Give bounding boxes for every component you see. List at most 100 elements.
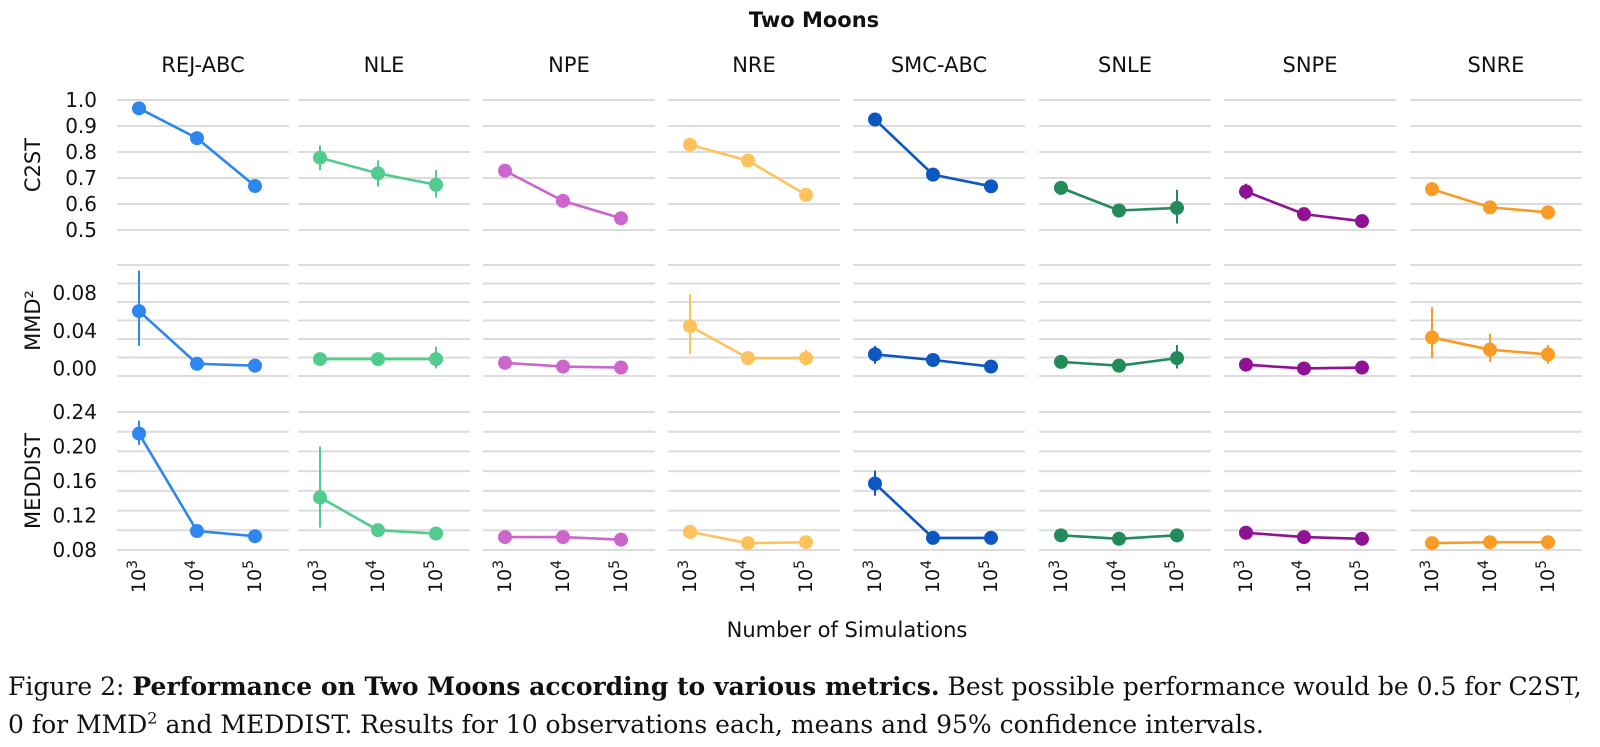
x-tick-label: 103 [861,560,886,593]
data-point [498,163,512,178]
data-point [741,536,755,551]
panel-mmd-snre [1410,264,1582,377]
data-point [799,351,813,366]
data-point [1239,184,1253,199]
panel-c2st-snle [1039,99,1211,231]
panel-mmd-snle [1039,264,1211,377]
column-title-snle: SNLE [1098,53,1152,77]
column-title-snpe: SNPE [1283,53,1338,77]
caption-text-1: Best possible performance would be 0.5 f… [8,672,1582,739]
y-tick-label: 0.08 [52,281,97,305]
panel-mmd-smc-abc [853,264,1025,377]
y-tick-label: 1.0 [65,88,97,112]
y-tick-labels: 0.50.60.70.80.91.0 0.00 0.04 0.08 0.08 0.12 0.… [52,88,97,562]
data-point [1541,205,1555,220]
x-tick-label: 104 [1290,560,1315,593]
y-tick-label: 0.9 [65,114,97,138]
data-point [1297,207,1311,222]
data-point [1170,351,1184,366]
x-tick-label: 103 [306,560,331,593]
data-point [984,530,998,545]
data-point [1425,536,1439,551]
data-point [313,352,327,367]
x-tick-label: 105 [607,560,632,593]
panel-meddist-npe [483,411,655,551]
panel-c2st-snre [1410,99,1582,231]
data-point [741,351,755,366]
data-point [799,535,813,550]
y-tick-label: 0.24 [52,400,97,424]
data-point [868,476,882,491]
data-point [1054,354,1068,369]
panel-c2st-smc-abc [853,99,1025,231]
x-tick-labels: 103 104 105 103 104 105 103 104 105 103 104 105 103 1… [125,560,1559,593]
panel-meddist-nre [668,411,840,551]
figure-caption: Figure 2: Performance on Two Moons accor… [8,668,1598,744]
data-point [926,353,940,368]
data-point [1541,535,1555,550]
data-point [1054,180,1068,195]
panel-meddist-snpe [1224,411,1396,551]
data-point [683,524,697,539]
x-tick-label: 104 [1476,560,1501,593]
x-tick-label: 105 [422,560,447,593]
panel-mmd-snpe [1224,264,1396,377]
panel-mmd-nre [668,264,840,377]
column-title-rej-abc: REJ-ABC [161,53,245,77]
data-point [614,211,628,226]
data-point [1112,358,1126,373]
data-point [371,352,385,367]
x-tick-label: 105 [1534,560,1559,593]
data-point [498,530,512,545]
data-point [1483,535,1497,550]
panel-meddist-snre [1410,411,1582,551]
caption-text-2: and MEDDIST. Results for 10 observations… [165,710,1264,739]
data-point [1054,528,1068,543]
x-tick-label: 103 [1047,560,1072,593]
x-tick-label: 104 [183,560,208,593]
data-point [556,193,570,208]
data-point [1425,330,1439,345]
row-label-mmd: MMD² [21,290,45,351]
figure-chart: Two Moons REJ-ABC NLE NPE NRE SMC-ABC SNLE SNP… [21,8,1582,642]
data-point [371,166,385,181]
y-tick-label: 0.8 [65,140,97,164]
y-tick-label: 0.00 [52,356,97,380]
y-tick-label: 0.6 [65,192,97,216]
data-point [1112,531,1126,546]
data-point [498,355,512,370]
data-point [1170,200,1184,215]
data-point [132,426,146,441]
panel-c2st-npe [483,99,655,231]
data-point [556,530,570,545]
data-point [248,529,262,544]
data-point [614,532,628,547]
data-point [1170,528,1184,543]
y-tick-label: 0.12 [52,504,97,528]
figure-title: Two Moons [749,8,879,32]
panel-c2st-rej-abc [117,99,289,231]
y-tick-label: 0.5 [65,218,97,242]
column-title-npe: NPE [548,53,590,77]
data-point [1239,357,1253,372]
caption-superscript: 2 [147,708,158,728]
data-point [868,112,882,127]
data-point [741,153,755,168]
panel-c2st-nre [668,99,840,231]
series-line-rej-abc [137,432,256,538]
data-point [1112,203,1126,218]
panel-mmd-nle [298,264,470,377]
panel-meddist-smc-abc [853,411,1025,551]
data-point [926,530,940,545]
x-tick-label: 103 [125,560,150,593]
data-point [984,179,998,194]
panel-mmd-npe [483,264,655,377]
data-point [190,356,204,371]
x-tick-label: 103 [676,560,701,593]
data-point [556,359,570,374]
x-tick-label: 105 [977,560,1002,593]
panel-c2st-nle [298,99,470,231]
caption-bold-title: Performance on Two Moons according to va… [132,672,940,701]
panel-meddist-nle [298,411,470,551]
data-point [190,524,204,539]
